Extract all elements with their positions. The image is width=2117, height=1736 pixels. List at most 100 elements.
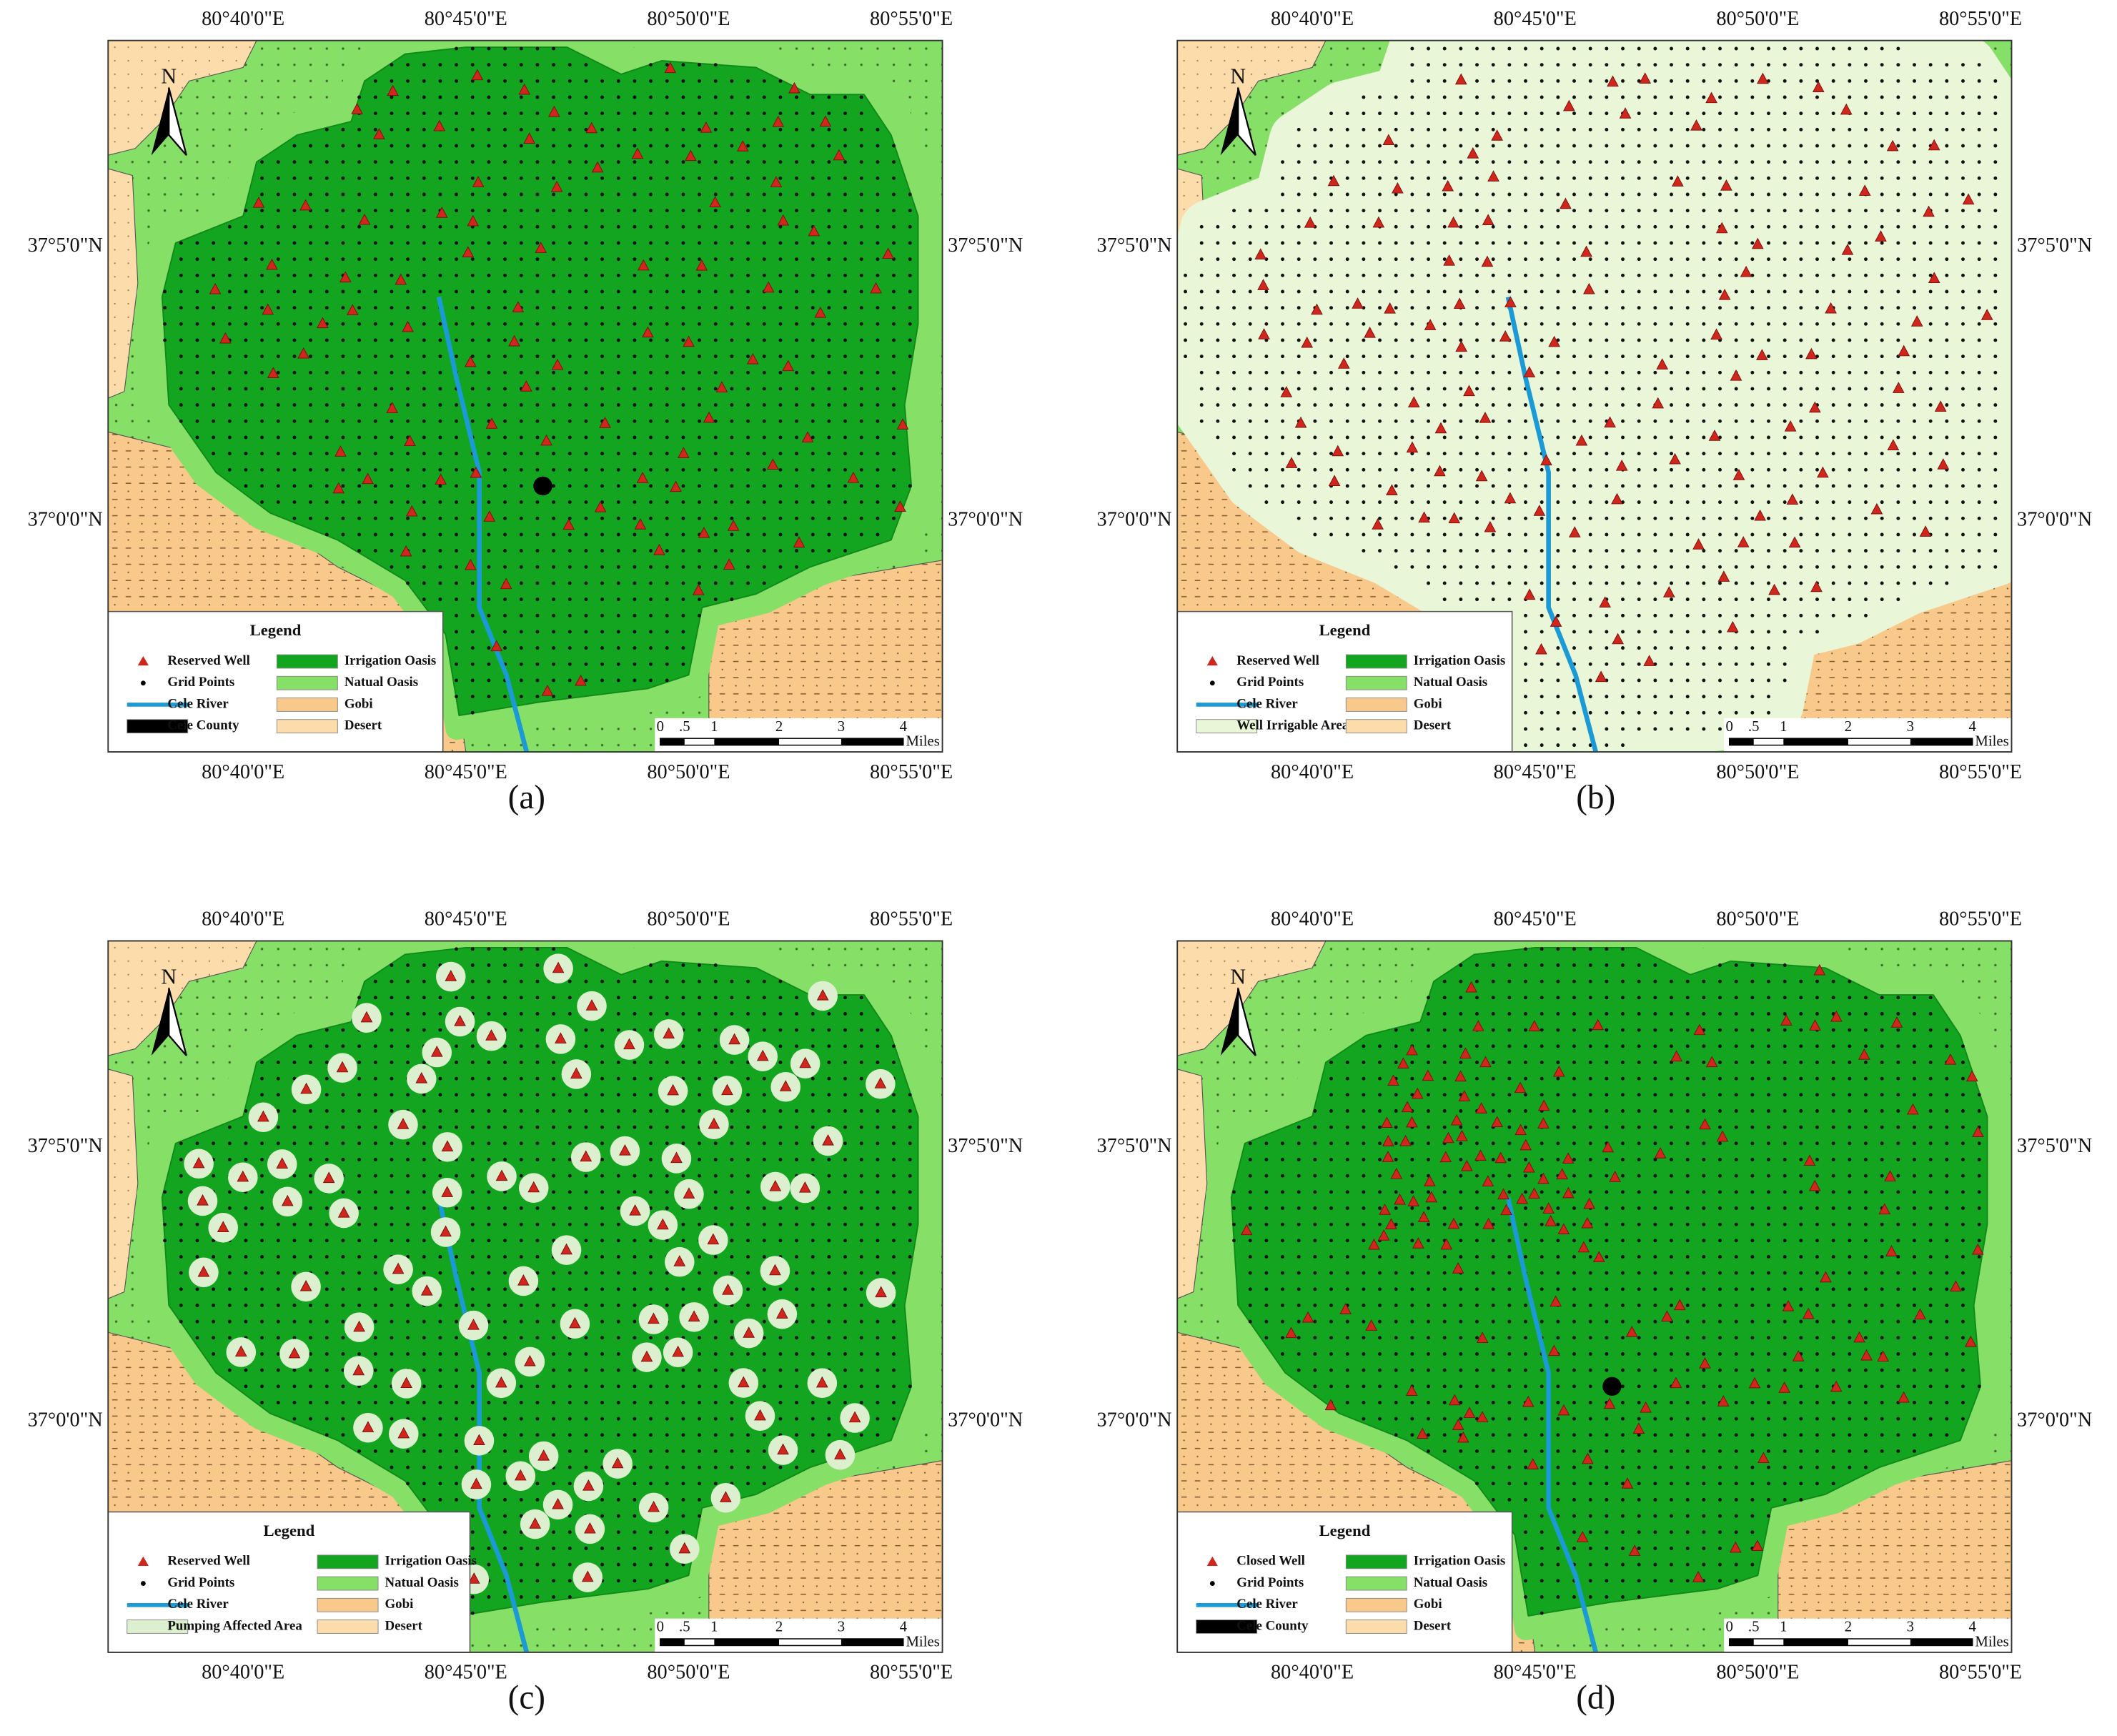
grid-point (1621, 273, 1625, 277)
grid-point (584, 403, 588, 407)
grid-point (1605, 354, 1609, 359)
grid-point (1977, 532, 1981, 537)
grid-point (698, 1514, 702, 1518)
grid-point (1248, 273, 1252, 277)
grid-point (1734, 95, 1738, 99)
grid-point (1750, 662, 1755, 666)
well (894, 500, 906, 512)
grid-point (1459, 467, 1463, 472)
grid-point (470, 354, 475, 359)
grid-point (1329, 532, 1333, 537)
grid-point (843, 95, 848, 99)
x-coordinate-label: 80°50'0"E (647, 8, 730, 30)
grid-point (567, 370, 572, 375)
grid-point (1734, 467, 1738, 472)
grid-point (309, 1304, 313, 1307)
grid-point (1427, 160, 1430, 164)
grid-point (487, 1206, 491, 1210)
grid-point (1588, 467, 1592, 472)
grid-point (1880, 95, 1884, 99)
grid-point (1427, 565, 1430, 569)
well (1467, 147, 1479, 159)
grid-point (1248, 257, 1252, 262)
grid-point (633, 1093, 637, 1097)
well (777, 214, 790, 226)
well (1523, 366, 1536, 378)
grid-point (1394, 306, 1398, 310)
grid-point (567, 1190, 572, 1194)
grid-point (1831, 484, 1835, 488)
grid-point (552, 1482, 556, 1486)
grid-point (1993, 241, 1998, 245)
grid-point (179, 1271, 183, 1275)
grid-point (1264, 209, 1269, 213)
grid-point (1945, 565, 1949, 569)
grid-point (1977, 241, 1981, 245)
grid-point (1767, 160, 1770, 164)
grid-point (633, 435, 637, 440)
grid-point (1799, 160, 1803, 164)
grid-point (438, 452, 442, 456)
grid-point (1831, 192, 1835, 197)
grid-point (1799, 257, 1803, 262)
grid-point (195, 370, 199, 375)
grid-point (876, 273, 880, 277)
grid-point (1896, 532, 1900, 537)
grid-point (1605, 127, 1609, 132)
grid-point (1427, 338, 1430, 342)
grid-point (357, 403, 362, 407)
grid-point (1605, 63, 1609, 67)
grid-point (730, 144, 734, 148)
grid-point (1799, 549, 1803, 553)
grid-point (1993, 532, 1998, 537)
grid-point (649, 549, 653, 553)
grid-point (1442, 144, 1447, 148)
grid-point (600, 1239, 605, 1243)
grid-point (649, 1076, 653, 1081)
grid-point (1329, 387, 1333, 391)
grid-point (1848, 209, 1852, 213)
grid-point (455, 160, 459, 164)
grid-point (1524, 403, 1527, 407)
grid-point (357, 1304, 362, 1307)
grid-point (1556, 370, 1560, 375)
grid-point (1362, 370, 1366, 375)
grid-point (1491, 273, 1495, 277)
well (1580, 245, 1592, 257)
grid-point (1913, 144, 1916, 148)
grid-point (1394, 370, 1398, 375)
grid-point (1410, 565, 1414, 569)
grid-point (665, 1271, 669, 1275)
grid-point (470, 387, 475, 391)
grid-point (1442, 127, 1447, 132)
grid-point (1928, 484, 1933, 488)
grid-point (616, 1352, 620, 1356)
grid-point (1362, 516, 1366, 520)
grid-point (1734, 63, 1738, 67)
grid-point (600, 1547, 605, 1550)
grid-point (422, 79, 426, 83)
grid-point (227, 322, 232, 326)
grid-point (633, 467, 637, 472)
grid-point (1913, 419, 1916, 423)
grid-point (1378, 273, 1382, 277)
grid-point (665, 597, 669, 602)
grid-point (827, 1352, 831, 1356)
grid-point (746, 500, 750, 505)
grid-point (633, 257, 637, 262)
grid-point (827, 532, 831, 537)
grid-point (1848, 500, 1852, 505)
grid-point (600, 111, 605, 116)
grid-point (600, 452, 605, 456)
grid-point (1880, 273, 1884, 277)
grid-point (373, 1287, 377, 1291)
grid-point (1702, 532, 1706, 537)
grid-point (681, 565, 685, 569)
grid-point (438, 484, 442, 488)
grid-point (1880, 532, 1884, 537)
grid-point (1896, 549, 1900, 553)
grid-point (1329, 403, 1333, 407)
grid-point (795, 338, 799, 342)
grid-point (1702, 613, 1706, 617)
grid-point (1880, 257, 1884, 262)
